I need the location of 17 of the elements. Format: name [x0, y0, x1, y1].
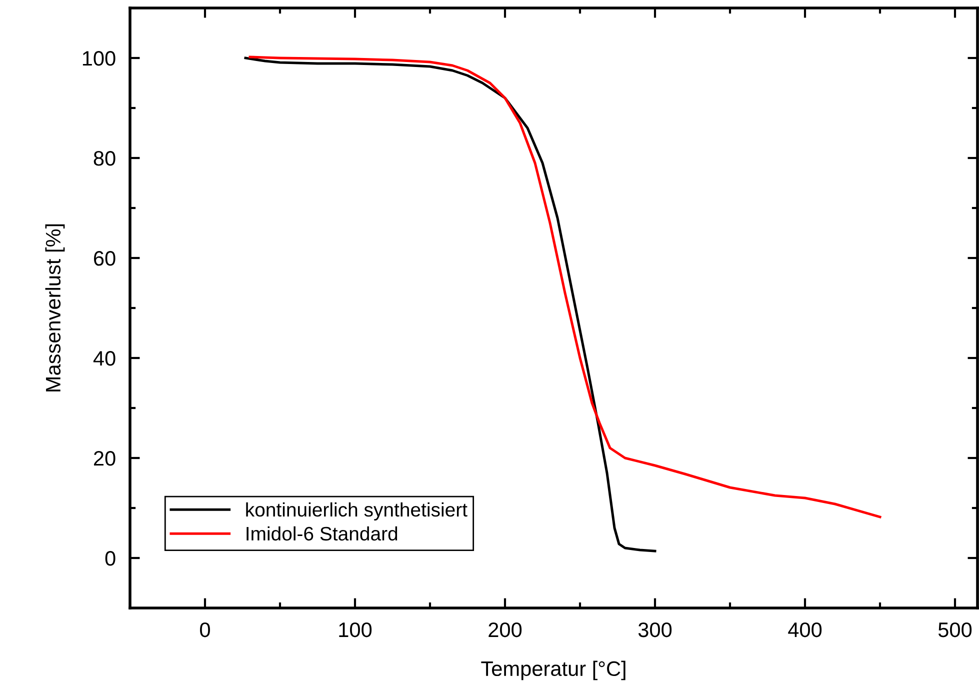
y-tick-label: 40: [93, 351, 116, 366]
y-tick-label: 80: [94, 151, 116, 166]
x-tick-label: 0: [200, 622, 210, 638]
x-tick-label: 400: [788, 622, 822, 638]
x-tick-label: 100: [339, 622, 372, 638]
y-tick-label: 20: [94, 451, 116, 466]
y-tick-label: 0: [105, 551, 116, 566]
x-tick-label: 300: [638, 622, 672, 638]
line-series: [244, 56, 656, 552]
y-axis-title: Massenverlust [%]: [45, 224, 65, 392]
x-axis-title: Temperatur [°C]: [481, 660, 626, 680]
y-tick-label: 100: [82, 51, 116, 66]
y-tick-label: 60: [94, 251, 116, 266]
x-tick-label: 200: [488, 622, 522, 638]
x-tick-label: 500: [938, 622, 972, 638]
legend-label: kontinuierlich synthetisiert: [246, 502, 468, 520]
legend-label: Imidol-6 Standard: [246, 526, 398, 541]
